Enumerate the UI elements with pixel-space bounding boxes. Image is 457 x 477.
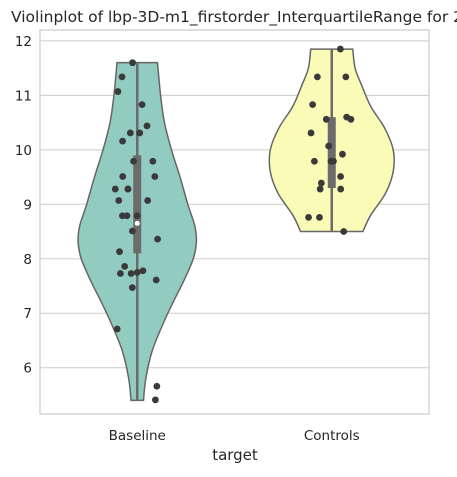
x-tick-label-controls: Controls xyxy=(304,428,360,444)
data-point-controls xyxy=(337,185,345,193)
data-point-baseline xyxy=(136,129,144,137)
data-point-controls xyxy=(336,45,344,53)
data-point-baseline xyxy=(151,173,159,180)
plot-frame xyxy=(39,29,430,415)
data-point-baseline xyxy=(128,284,136,292)
y-tick-label: 11 xyxy=(15,88,32,104)
data-point-controls xyxy=(316,213,323,221)
data-point-controls xyxy=(339,150,346,158)
data-point-baseline xyxy=(118,73,126,81)
violin-median-baseline xyxy=(134,220,140,226)
data-point-baseline xyxy=(127,270,135,277)
data-point-controls xyxy=(342,73,350,81)
data-point-controls xyxy=(310,157,318,165)
data-point-controls xyxy=(313,73,321,81)
data-point-baseline xyxy=(152,396,159,404)
data-point-baseline xyxy=(154,235,161,243)
data-point-baseline xyxy=(153,382,161,390)
data-point-controls xyxy=(343,113,351,121)
data-point-baseline xyxy=(130,157,137,165)
data-point-controls xyxy=(305,213,312,221)
data-point-controls xyxy=(340,228,348,235)
data-point-baseline xyxy=(115,197,123,204)
violin-iqr-box-baseline xyxy=(133,155,142,254)
data-point-baseline xyxy=(144,197,152,204)
data-point-controls xyxy=(322,115,330,123)
data-point-baseline xyxy=(139,267,147,275)
y-tick-label: 7 xyxy=(23,306,32,322)
data-point-controls xyxy=(316,185,324,193)
data-point-controls xyxy=(337,173,344,180)
y-tick-label: 10 xyxy=(15,143,32,159)
data-point-baseline xyxy=(152,276,160,284)
data-point-baseline xyxy=(121,262,129,270)
data-point-baseline xyxy=(117,270,124,277)
data-point-baseline xyxy=(111,185,119,193)
data-point-baseline xyxy=(116,248,123,256)
data-point-controls xyxy=(327,157,335,165)
data-point-baseline xyxy=(119,137,126,145)
data-point-baseline xyxy=(126,129,134,137)
point-layer xyxy=(111,45,355,404)
chart-title: Violinplot of lbp-3D-m1_firstorder_Inter… xyxy=(11,8,457,27)
tick-layer: 6 7 8 9 10 11 12 Baseline Controls xyxy=(15,34,360,444)
data-point-baseline xyxy=(123,212,131,220)
data-point-baseline xyxy=(133,268,141,276)
data-point-baseline xyxy=(113,325,121,333)
y-tick-label: 12 xyxy=(15,34,32,50)
data-point-baseline xyxy=(143,122,151,130)
data-point-baseline xyxy=(119,173,127,180)
data-point-baseline xyxy=(133,212,141,220)
y-tick-label: 9 xyxy=(23,197,32,213)
violin-layer xyxy=(77,48,395,402)
data-point-baseline xyxy=(149,157,157,165)
data-point-baseline xyxy=(124,185,132,193)
x-axis-label: target xyxy=(212,446,258,464)
y-tick-label: 6 xyxy=(23,361,32,377)
data-point-controls xyxy=(317,179,325,187)
violin-iqr-box-controls xyxy=(327,117,336,188)
data-point-baseline xyxy=(129,59,136,67)
data-point-controls xyxy=(325,142,333,150)
data-point-baseline xyxy=(138,101,146,109)
data-point-baseline xyxy=(128,227,136,235)
data-point-baseline xyxy=(114,88,122,95)
x-tick-label-baseline: Baseline xyxy=(109,428,166,444)
data-point-controls xyxy=(309,101,317,109)
y-tick-label: 8 xyxy=(23,252,32,268)
data-point-controls xyxy=(307,129,315,137)
